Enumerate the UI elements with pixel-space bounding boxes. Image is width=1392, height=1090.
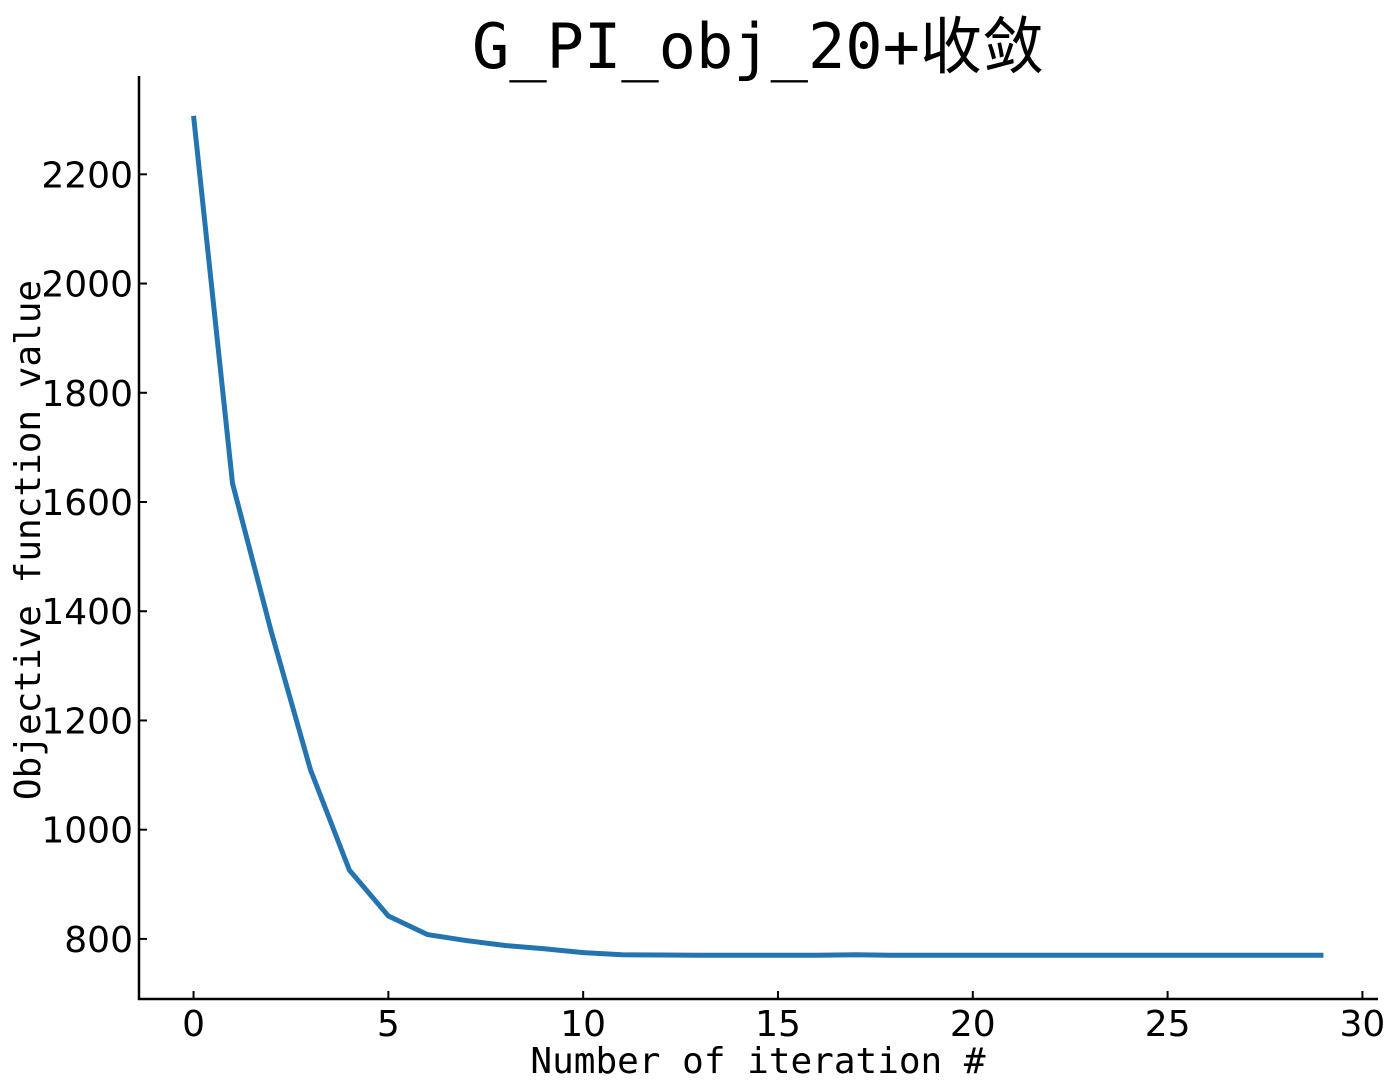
x-tick-label: 25 [1145,1004,1191,1045]
x-tick-label: 10 [560,1004,606,1045]
series-group [191,115,1324,958]
y-axis-label: Objective function value [8,280,49,800]
chart-title: G_PI_obj_20+收敛 [472,10,1044,83]
x-axis-ticks: 0 5 10 15 20 25 30 [182,991,1385,1045]
x-tick-label: 30 [1340,1004,1386,1045]
x-axis-label: Number of iteration # [530,1041,985,1082]
y-tick-label: 1400 [41,592,133,633]
series-line [191,115,1324,958]
x-tick-label: 5 [377,1004,400,1045]
y-tick-label: 2200 [41,155,133,196]
y-tick-label: 1000 [41,811,133,852]
y-tick-label: 1800 [41,374,133,415]
y-axis-ticks: 800 1000 1200 1400 1600 1800 2000 2200 [41,155,147,961]
x-tick-label: 15 [755,1004,801,1045]
y-tick-label: 800 [64,920,133,961]
y-tick-label: 1600 [41,483,133,524]
x-tick-label: 0 [182,1004,205,1045]
x-tick-label: 20 [950,1004,996,1045]
y-tick-label: 1200 [41,701,133,742]
y-tick-label: 2000 [41,265,133,306]
